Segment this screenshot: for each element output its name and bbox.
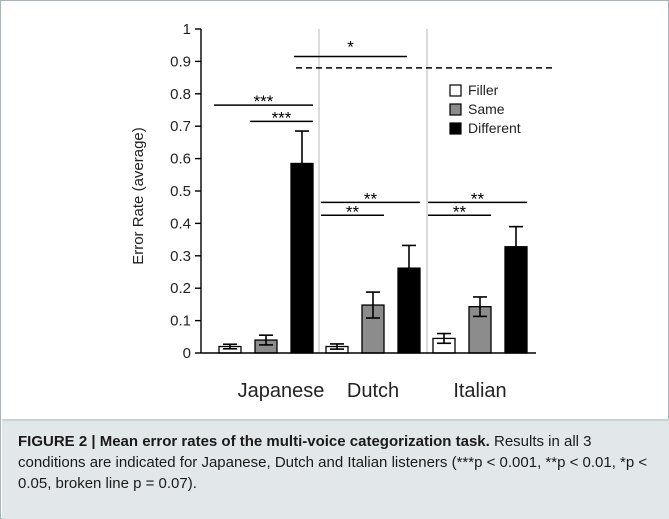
- y-tick-label: 1: [183, 21, 191, 38]
- x-category-label: Italian: [453, 380, 506, 402]
- legend-label-different: Different: [468, 120, 521, 136]
- x-category-label: Dutch: [347, 380, 399, 402]
- y-tick-label: 0.3: [170, 248, 191, 265]
- bar-chart: *************** 00.10.20.30.40.50.60.70.…: [130, 21, 552, 402]
- y-tick-label: 0.5: [170, 183, 191, 200]
- significance-stars: **: [364, 189, 378, 208]
- legend-swatch-different: [449, 122, 462, 135]
- y-axis-label: Error Rate (average): [130, 127, 147, 265]
- legend-label-same: Same: [468, 101, 505, 117]
- figure-caption: FIGURE 2 | Mean error rates of the multi…: [2, 419, 669, 519]
- x-category-label: Japanese: [238, 380, 325, 402]
- significance-stars: ***: [272, 108, 292, 127]
- y-tick-label: 0.6: [170, 151, 191, 168]
- y-tick-label: 0.8: [170, 86, 191, 103]
- legend-swatch-filler: [449, 84, 462, 97]
- significance-stars: **: [471, 189, 485, 208]
- legend-swatch-same: [449, 103, 462, 116]
- significance-stars: ***: [254, 92, 274, 111]
- legend-label-filler: Filler: [468, 82, 499, 98]
- y-tick-label: 0.9: [170, 53, 191, 70]
- y-tick-label: 0: [183, 345, 191, 362]
- y-tick-label: 0.7: [170, 118, 191, 135]
- significance-stars: **: [346, 202, 360, 221]
- caption-title: FIGURE 2 | Mean error rates of the multi…: [18, 433, 490, 450]
- caption-body: Results in all 3 conditions are indicate…: [18, 433, 648, 492]
- significance-stars: **: [453, 202, 467, 221]
- y-tick-label: 0.2: [170, 280, 191, 297]
- y-tick-label: 0.1: [170, 313, 191, 330]
- y-tick-label: 0.4: [170, 215, 191, 232]
- significance-stars: *: [347, 38, 354, 57]
